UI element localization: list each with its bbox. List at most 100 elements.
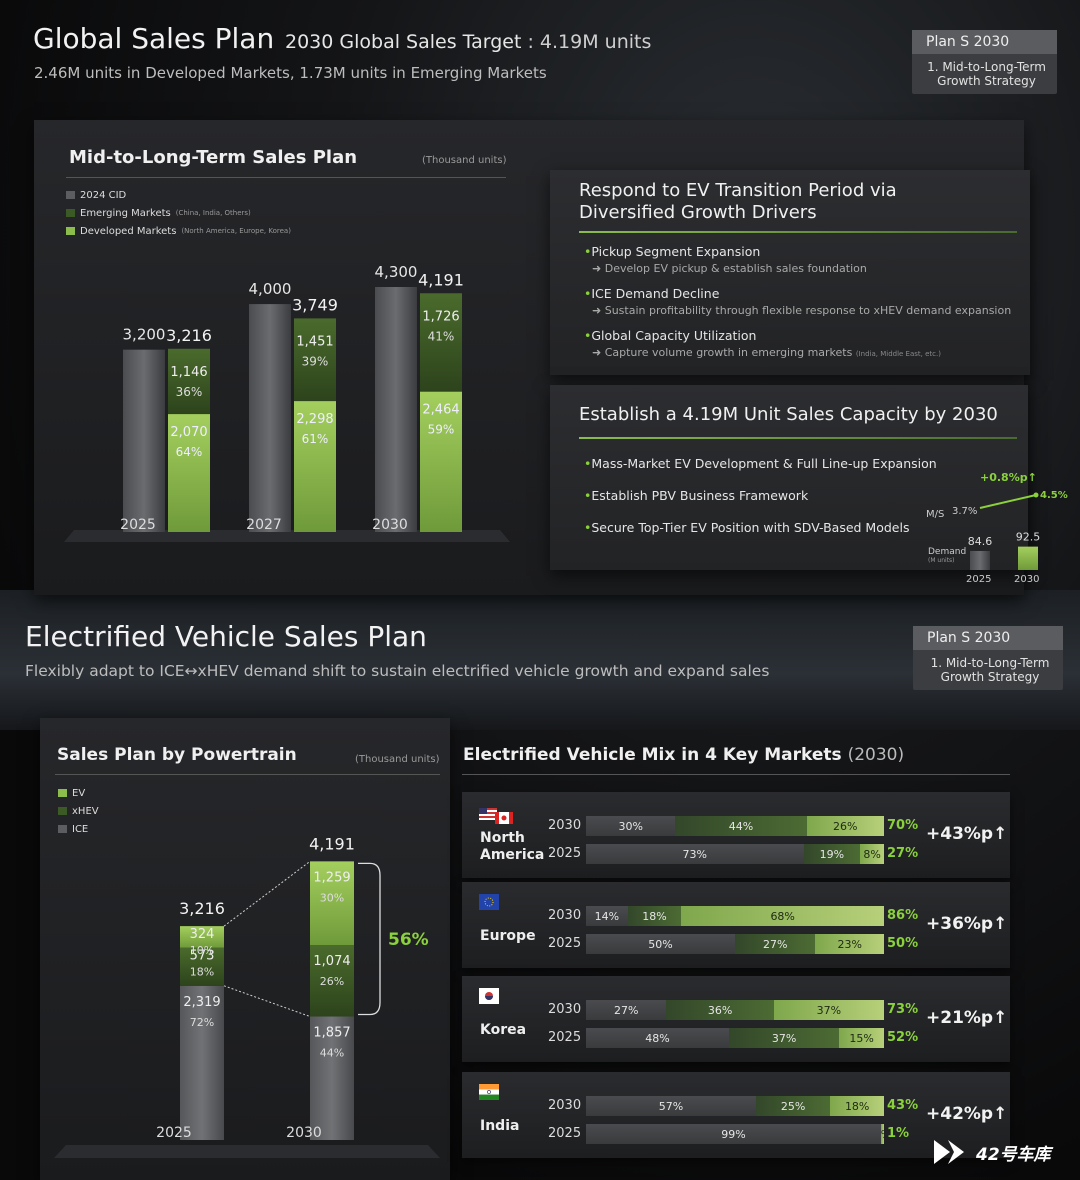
respond-panel xyxy=(550,170,1030,375)
segment-value: 1,074 xyxy=(313,954,350,969)
legend-label: xHEV xyxy=(72,805,99,817)
emerging-value: 1,726 xyxy=(422,309,459,324)
respond-title-line: Respond to EV Transition Period via xyxy=(579,180,897,201)
segment-pct: 72% xyxy=(190,1016,214,1029)
connector-line xyxy=(223,860,311,927)
emerging-bar xyxy=(420,293,462,392)
respond-item: •Global Capacity Utilization ➜ Capture v… xyxy=(584,328,941,359)
emerging-value: 1,451 xyxy=(296,334,333,349)
capacity-item-text: Mass-Market EV Development & Full Line-u… xyxy=(591,456,937,471)
ms-label: M/S xyxy=(926,509,944,520)
developed-value: 2,298 xyxy=(296,412,333,427)
plan-tag-title: Plan S 2030 xyxy=(913,626,1063,650)
legend-item: EV xyxy=(58,784,99,802)
ms-point xyxy=(1033,492,1039,498)
midlong-legend: 2024 CID Emerging Markets (China, India, … xyxy=(66,186,291,240)
legend-label: ICE xyxy=(72,823,89,835)
chart-floor xyxy=(54,1145,440,1158)
legend-note: (North America, Europe, Korea) xyxy=(181,227,291,235)
capacity-item: •Mass-Market EV Development & Full Line-… xyxy=(584,456,937,471)
developed-bar xyxy=(420,391,462,532)
year-label: 2030 xyxy=(1014,574,1039,585)
plan-tag-desc: 1. Mid-to-Long-Term Growth Strategy xyxy=(927,60,1046,88)
capacity-item-text: Establish PBV Business Framework xyxy=(591,488,809,503)
legend-item: ICE xyxy=(58,820,99,838)
connector-line xyxy=(223,985,311,1017)
legend-swatch xyxy=(58,825,67,833)
legend-swatch xyxy=(66,209,75,217)
segment-pct: 26% xyxy=(320,975,344,988)
legend-label: Emerging Markets xyxy=(80,207,171,219)
ms-value: 4.5% xyxy=(1040,490,1068,501)
demand-bar xyxy=(1018,546,1038,570)
total-label: 4,191 xyxy=(309,834,355,853)
segment-value: 324 xyxy=(190,927,215,942)
capacity-item: •Secure Top-Tier EV Position with SDV-Ba… xyxy=(584,520,910,535)
legend-swatch xyxy=(66,227,75,235)
ice-bar xyxy=(310,1016,354,1140)
respond-item-sub: Capture volume growth in emerging market… xyxy=(604,346,853,359)
legend-note: (China, India, Others) xyxy=(175,209,251,217)
plan-tag-desc: 1. Mid-to-Long-Term Growth Strategy xyxy=(930,656,1050,684)
cid-label: 4,300 xyxy=(375,263,418,281)
capacity-title: Establish a 4.19M Unit Sales Capacity by… xyxy=(579,404,998,425)
powertrain-chart: 3,216 2,319 72% 573 18% 324 10% 2025 4,191 1,857 4… xyxy=(54,834,440,1158)
plan-tag-title: Plan S 2030 xyxy=(912,30,1057,54)
legend-swatch xyxy=(58,807,67,815)
developed-pct: 59% xyxy=(428,423,455,437)
respond-list: •Pickup Segment Expansion ➜ Develop EV p… xyxy=(584,244,1011,370)
total-label: 3,216 xyxy=(166,326,212,345)
arrow-icon: ➜ xyxy=(592,262,605,275)
target-value: 4.19M units xyxy=(539,31,652,53)
emerging-pct: 39% xyxy=(302,354,329,368)
developed-value: 2,070 xyxy=(170,425,207,440)
demand-chart: M/S 3.7% 4.5%+0.8%p↑ 84.6 2025 92.5 2030 Demand… xyxy=(926,471,1068,585)
legend-item: xHEV xyxy=(58,802,99,820)
cid-label: 4,000 xyxy=(249,280,292,298)
demand-label: Demand xyxy=(928,547,966,557)
respond-title: Respond to EV Transition Period via Dive… xyxy=(579,180,897,224)
demand-unit: (M units) xyxy=(928,557,955,564)
midlong-chart: 3,200 3,216 1,146 36% 2,070 64% 2025 4,0003,749… xyxy=(64,263,510,542)
respond-item: •ICE Demand Decline ➜ Sustain profitabil… xyxy=(584,286,1012,317)
ice-bar xyxy=(180,985,224,1140)
ms-trend-line xyxy=(979,494,1037,509)
chart-floor xyxy=(64,530,510,542)
year-label: 2025 xyxy=(966,574,991,585)
target-line: 2030 Global Sales Target : 4.19M units xyxy=(285,31,652,53)
ms-change: +0.8%p↑ xyxy=(980,471,1037,484)
powertrain-legend: EV xHEV ICE xyxy=(58,784,99,838)
respond-item-head: Pickup Segment Expansion xyxy=(591,244,761,259)
mix-title: Electrified Vehicle Mix in 4 Key Markets… xyxy=(463,745,904,765)
segment-pct: 18% xyxy=(190,966,214,979)
respond-item: •Pickup Segment Expansion ➜ Develop EV p… xyxy=(584,244,867,275)
emerging-pct: 41% xyxy=(428,329,455,343)
background-band xyxy=(0,590,1080,730)
powertrain-title: Sales Plan by Powertrain xyxy=(57,745,297,765)
legend-item: Developed Markets (North America, Europe,… xyxy=(66,222,291,240)
demand-value: 92.5 xyxy=(1016,531,1041,544)
watermark: 42号车库 xyxy=(932,1136,1051,1168)
page-subtitle: 2.46M units in Developed Markets, 1.73M … xyxy=(34,64,547,82)
segment-value: 1,857 xyxy=(313,1026,350,1041)
developed-bar xyxy=(168,414,210,532)
emerging-value: 1,146 xyxy=(170,365,207,380)
segment-value: 2,319 xyxy=(183,995,220,1010)
respond-item-sub: Sustain profitability through flexible r… xyxy=(604,304,1012,317)
respond-item-head: ICE Demand Decline xyxy=(591,286,720,301)
ev-subtitle: Flexibly adapt to ICE↔xHEV demand shift … xyxy=(25,662,770,680)
ev-bar xyxy=(180,926,224,948)
mix-title-text: Electrified Vehicle Mix in 4 Key Markets xyxy=(463,745,842,765)
watermark-logo-icon xyxy=(934,1140,964,1164)
respond-divider xyxy=(579,231,1017,233)
legend-label: 2024 CID xyxy=(80,189,127,201)
year-label: 2030 xyxy=(372,517,408,533)
capacity-divider xyxy=(579,437,1017,439)
developed-pct: 64% xyxy=(176,445,203,459)
segment-pct: 30% xyxy=(320,891,344,904)
cid-bar xyxy=(249,304,291,532)
demand-value: 84.6 xyxy=(968,535,993,548)
bracket xyxy=(358,862,381,1016)
segment-value: 1,259 xyxy=(313,870,350,885)
year-label: 2030 xyxy=(286,1125,322,1141)
